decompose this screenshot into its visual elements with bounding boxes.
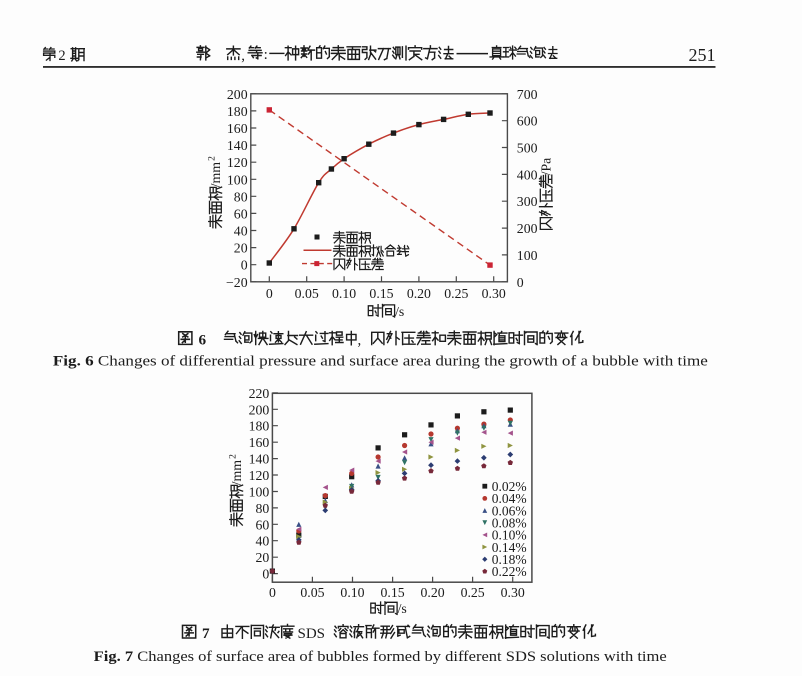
svg-text:Fig. 7 Changes of surface are: Fig. 7 Changes of surface area of bubble… [94,648,667,665]
svg-text:0: 0 [266,286,273,301]
svg-text:,: , [241,48,245,64]
svg-text:0.06%: 0.06% [492,503,527,518]
svg-text:120: 120 [249,468,270,483]
svg-text:0.30: 0.30 [482,286,506,301]
svg-text:160: 160 [249,435,270,450]
svg-text:20: 20 [256,550,270,565]
svg-text:140: 140 [227,138,248,153]
svg-text:20: 20 [234,241,248,256]
svg-text:7: 7 [202,625,210,642]
svg-text:40: 40 [234,224,248,239]
svg-text:,: , [358,332,362,348]
svg-text:700: 700 [517,87,538,102]
svg-text:140: 140 [249,452,270,467]
svg-text:0.02%: 0.02% [492,479,527,494]
svg-text:0: 0 [517,275,524,290]
svg-text:/s: /s [398,601,407,616]
svg-text:0: 0 [262,567,269,582]
svg-text:0.08%: 0.08% [492,516,527,531]
svg-text:0.14%: 0.14% [492,540,527,555]
svg-text:Fig. 6 Changes of differentia: Fig. 6 Changes of differential pressure … [53,353,708,370]
svg-text:0.05: 0.05 [300,585,324,600]
svg-text:100: 100 [227,172,248,187]
svg-text:400: 400 [517,167,538,182]
svg-text:200: 200 [517,221,538,236]
svg-text:0.04%: 0.04% [492,491,527,506]
svg-text:180: 180 [227,104,248,119]
svg-text:80: 80 [256,501,270,516]
svg-text:40: 40 [256,534,270,549]
svg-text:0: 0 [269,585,276,600]
svg-text:0.22%: 0.22% [492,564,527,579]
svg-text:100: 100 [249,484,270,499]
svg-text:2: 2 [229,454,239,459]
svg-text:500: 500 [517,141,538,156]
svg-text:60: 60 [256,517,270,532]
svg-text:60: 60 [234,206,248,221]
svg-text:0.20: 0.20 [421,585,445,600]
svg-text:180: 180 [249,419,270,434]
svg-text:220: 220 [249,386,270,401]
svg-text:2: 2 [208,156,218,161]
svg-text:/mm: /mm [229,460,244,486]
svg-text:0.20: 0.20 [407,286,431,301]
svg-text:0.30: 0.30 [501,585,525,600]
svg-text:80: 80 [234,189,248,204]
svg-text:0.05: 0.05 [295,286,319,301]
svg-text:200: 200 [227,87,248,102]
svg-text:300: 300 [517,194,538,209]
svg-text:0.10%: 0.10% [492,528,527,543]
svg-text:100: 100 [517,248,538,263]
svg-text:6: 6 [199,331,207,348]
svg-text::: : [264,47,268,63]
svg-text:120: 120 [227,155,248,170]
svg-text:0.25: 0.25 [461,585,485,600]
svg-text:0.15: 0.15 [380,585,404,600]
svg-text:0.10: 0.10 [340,585,364,600]
svg-text:2: 2 [58,48,65,64]
svg-text:/s: /s [395,304,404,319]
svg-text:0.10: 0.10 [332,286,356,301]
svg-text:160: 160 [227,121,248,136]
svg-text:0.25: 0.25 [444,286,468,301]
svg-text:0: 0 [241,258,248,273]
svg-text:/Pa: /Pa [539,158,554,176]
svg-text:/mm: /mm [208,162,223,188]
svg-text:200: 200 [249,402,270,417]
svg-text:SDS: SDS [298,626,326,642]
svg-text:251: 251 [689,45,716,65]
svg-text:0.18%: 0.18% [492,552,527,567]
svg-text:−20: −20 [226,275,248,290]
svg-text:0.15: 0.15 [369,286,393,301]
svg-text:600: 600 [517,114,538,129]
